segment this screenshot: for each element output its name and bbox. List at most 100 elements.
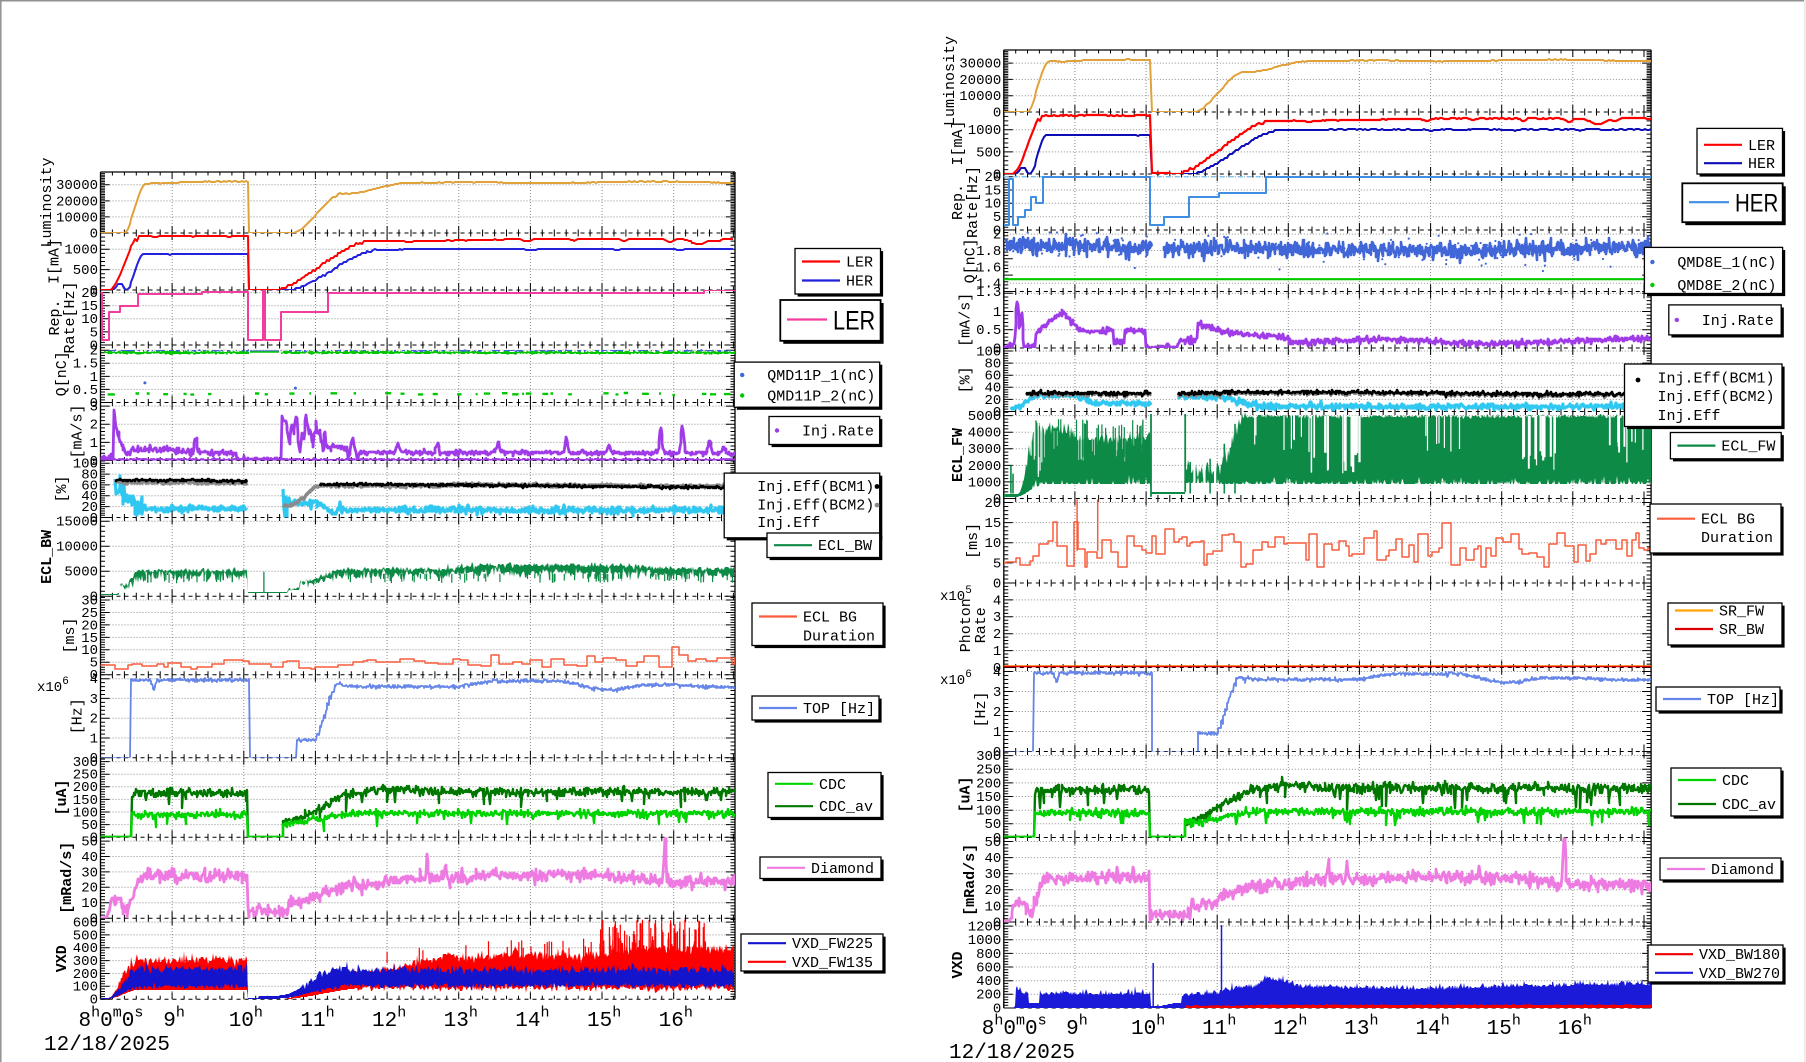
svg-text:0: 0 — [993, 1001, 1001, 1017]
svg-text:1000: 1000 — [968, 933, 1002, 949]
svg-text:4: 4 — [993, 593, 1001, 609]
svg-text:x106: x106 — [940, 669, 972, 689]
svg-text:Photon: Photon — [958, 598, 975, 652]
svg-text:LER: LER — [833, 307, 875, 337]
svg-text:LER: LER — [846, 255, 873, 272]
svg-text:4: 4 — [993, 665, 1001, 681]
svg-text:HER: HER — [1735, 189, 1778, 217]
svg-text:[%]: [%] — [958, 366, 975, 393]
svg-text:0: 0 — [90, 590, 98, 606]
svg-text:600: 600 — [976, 960, 1001, 976]
svg-text:[uA]: [uA] — [958, 776, 975, 812]
svg-text:Inj.Eff(BCM2): Inj.Eff(BCM2) — [757, 498, 874, 515]
svg-text:20: 20 — [81, 881, 98, 897]
svg-text:50: 50 — [81, 818, 98, 834]
svg-text:5000: 5000 — [968, 409, 1002, 425]
svg-text:1.5: 1.5 — [73, 357, 98, 373]
svg-text:I[mA]: I[mA] — [47, 239, 64, 284]
svg-text:Duration: Duration — [803, 629, 875, 646]
svg-text:500: 500 — [73, 928, 98, 944]
svg-text:0: 0 — [993, 915, 1001, 931]
svg-text:VXD_FW135: VXD_FW135 — [792, 955, 873, 972]
svg-text:1.8: 1.8 — [976, 244, 1001, 260]
svg-text:10: 10 — [984, 536, 1001, 552]
svg-text:0: 0 — [90, 338, 98, 354]
svg-text:5: 5 — [90, 656, 98, 672]
svg-text:ECL BG: ECL BG — [1701, 512, 1755, 529]
svg-text:0: 0 — [90, 831, 98, 847]
svg-text:20: 20 — [81, 618, 98, 634]
svg-text:5000: 5000 — [64, 565, 98, 581]
svg-text:0: 0 — [90, 454, 98, 470]
svg-text:300: 300 — [73, 755, 98, 771]
svg-text:40: 40 — [984, 851, 1001, 867]
svg-text:3000: 3000 — [968, 442, 1002, 458]
svg-text:15: 15 — [984, 516, 1001, 532]
svg-text:SR_BW: SR_BW — [1719, 622, 1764, 639]
svg-text:15000: 15000 — [56, 515, 98, 531]
svg-text:600: 600 — [73, 916, 98, 932]
svg-text:0: 0 — [993, 405, 1001, 421]
svg-text:100: 100 — [73, 980, 98, 996]
svg-text:15: 15 — [984, 183, 1001, 199]
svg-text:Inj.Eff(BCM1): Inj.Eff(BCM1) — [1658, 370, 1775, 387]
svg-text:10000: 10000 — [959, 89, 1001, 105]
svg-text:12/18/2025: 12/18/2025 — [949, 1042, 1075, 1062]
svg-text:HER: HER — [1748, 156, 1775, 173]
svg-text:2000: 2000 — [968, 459, 1002, 475]
svg-text:QMD8E_1(nC): QMD8E_1(nC) — [1677, 255, 1776, 272]
svg-text:500: 500 — [976, 145, 1001, 161]
svg-text:[mRad/s]: [mRad/s] — [59, 842, 76, 914]
svg-text:Rep.: Rep. — [950, 184, 967, 220]
svg-text:ECL_BW: ECL_BW — [818, 538, 872, 555]
svg-text:ECL_FW: ECL_FW — [1721, 439, 1775, 456]
svg-text:20: 20 — [984, 393, 1001, 409]
svg-text:0: 0 — [993, 831, 1001, 847]
svg-text:20: 20 — [984, 883, 1001, 899]
svg-text:0: 0 — [90, 751, 98, 767]
svg-text:0: 0 — [993, 492, 1001, 508]
svg-text:150: 150 — [976, 790, 1001, 806]
svg-text:x106: x106 — [37, 676, 69, 696]
svg-text:2: 2 — [90, 418, 98, 434]
svg-text:0.5: 0.5 — [976, 323, 1001, 339]
svg-text:20000: 20000 — [56, 194, 98, 210]
svg-text:100: 100 — [976, 804, 1001, 820]
svg-text:Luminosity: Luminosity — [39, 157, 56, 247]
svg-text:250: 250 — [73, 768, 98, 784]
svg-text:300: 300 — [73, 954, 98, 970]
svg-text:0: 0 — [993, 341, 1001, 357]
svg-text:14h: 14h — [515, 1005, 549, 1034]
svg-text:CDC_av: CDC_av — [819, 799, 873, 816]
svg-text:30: 30 — [984, 867, 1001, 883]
svg-text:Inj.Eff(BCM1): Inj.Eff(BCM1) — [757, 479, 874, 496]
svg-text:60: 60 — [984, 369, 1001, 385]
svg-text:Rate[Hz]: Rate[Hz] — [62, 281, 79, 353]
svg-text:0: 0 — [993, 167, 1001, 183]
svg-text:20: 20 — [81, 286, 98, 302]
svg-text:TOP [Hz]: TOP [Hz] — [1707, 692, 1779, 709]
svg-text:5: 5 — [993, 556, 1001, 572]
svg-text:0: 0 — [993, 661, 1001, 677]
svg-text:0: 0 — [993, 576, 1001, 592]
svg-text:Inj.Eff(BCM2): Inj.Eff(BCM2) — [1658, 389, 1775, 406]
svg-text:25: 25 — [81, 606, 98, 622]
svg-text:20000: 20000 — [959, 73, 1001, 89]
svg-text:0: 0 — [90, 668, 98, 684]
svg-text:3: 3 — [90, 692, 98, 708]
svg-text:1.6: 1.6 — [976, 260, 1001, 276]
svg-text:40: 40 — [81, 489, 98, 505]
svg-text:Inj.Rate: Inj.Rate — [1702, 313, 1774, 330]
svg-text:Q[nC]: Q[nC] — [54, 351, 71, 396]
svg-text:ECL_FW: ECL_FW — [950, 428, 967, 482]
svg-text:100: 100 — [73, 457, 98, 473]
svg-text:[uA]: [uA] — [54, 779, 71, 815]
svg-text:1000: 1000 — [968, 475, 1002, 491]
svg-text:1: 1 — [993, 725, 1001, 741]
svg-text:0: 0 — [90, 993, 98, 1009]
svg-text:2: 2 — [90, 344, 98, 360]
svg-text:Rate[Hz]: Rate[Hz] — [965, 166, 982, 238]
svg-text:2: 2 — [993, 228, 1001, 244]
svg-text:4000: 4000 — [968, 426, 1002, 442]
svg-text:Diamond: Diamond — [1711, 862, 1774, 879]
